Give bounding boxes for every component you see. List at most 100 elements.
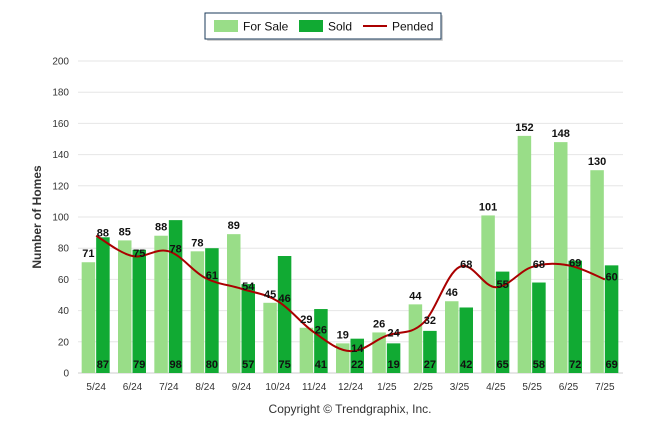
label-pended: 88 <box>97 228 109 240</box>
label-sold: 75 <box>278 359 290 371</box>
label-sold: 72 <box>569 359 581 371</box>
x-tick-label: 1/25 <box>377 382 397 393</box>
label-for-sale: 89 <box>228 220 240 232</box>
label-pended: 55 <box>496 279 508 291</box>
label-pended: 60 <box>605 271 617 283</box>
label-sold: 19 <box>387 359 399 371</box>
x-tick-label: 8/24 <box>195 382 215 393</box>
label-sold: 42 <box>460 359 472 371</box>
label-for-sale: 45 <box>264 289 276 301</box>
label-for-sale: 88 <box>155 222 167 234</box>
x-axis-ticks: 5/24 6/24 7/24 8/24 9/24 10/24 11/24 12/24 1/25 2… <box>86 382 615 393</box>
label-pended: 26 <box>315 324 327 336</box>
bar-sold <box>495 271 510 373</box>
label-pended: 54 <box>242 281 255 293</box>
label-for-sale: 44 <box>409 290 422 302</box>
bar-sold <box>423 330 437 373</box>
label-sold: 27 <box>424 359 436 371</box>
legend-swatch <box>214 20 238 32</box>
label-sold: 57 <box>242 359 254 371</box>
y-tick-label: 180 <box>52 88 69 99</box>
label-pended: 69 <box>569 257 581 269</box>
x-tick-label: 11/24 <box>302 382 327 393</box>
x-tick-label: 7/25 <box>595 382 615 393</box>
label-pended: 14 <box>351 343 364 355</box>
x-tick-label: 6/24 <box>123 382 143 393</box>
label-pended: 75 <box>133 248 145 260</box>
bar-sold <box>568 260 582 373</box>
bar-sold <box>241 284 255 373</box>
label-pended: 24 <box>387 328 400 340</box>
label-sold: 41 <box>315 359 327 371</box>
copyright-text: Copyright © Trendgraphix, Inc. <box>269 402 432 416</box>
bar-sold <box>205 248 219 373</box>
x-tick-label: 6/25 <box>559 382 579 393</box>
label-sold: 79 <box>133 359 145 371</box>
label-for-sale: 29 <box>300 314 312 326</box>
label-pended: 68 <box>533 259 545 271</box>
bar-for-sale <box>154 235 168 373</box>
bar-sold <box>277 256 292 373</box>
label-sold: 22 <box>351 359 363 371</box>
x-tick-label: 5/25 <box>522 382 542 393</box>
x-tick-label: 12/24 <box>338 382 363 393</box>
bar-for-sale <box>118 240 132 373</box>
bar-sold <box>168 220 183 373</box>
label-for-sale: 78 <box>191 237 203 249</box>
x-tick-label: 2/25 <box>413 382 433 393</box>
pended-line-group <box>95 234 606 353</box>
label-for-sale: 26 <box>373 318 385 330</box>
label-for-sale: 148 <box>552 128 570 140</box>
label-pended: 32 <box>424 315 436 327</box>
legend-swatch <box>299 20 323 32</box>
x-tick-label: 7/24 <box>159 382 179 393</box>
x-tick-label: 9/24 <box>232 382 252 393</box>
label-pended: 78 <box>169 243 181 255</box>
bar-for-sale <box>372 332 386 373</box>
bar-sold <box>604 265 619 373</box>
bar-for-sale <box>227 234 241 373</box>
bar-for-sale <box>263 302 277 373</box>
data-labels: 71 87 88 85 79 75 88 98 78 78 80 61 89 57 54 45 75 46 29 41… <box>82 122 617 371</box>
label-pended: 46 <box>278 293 290 305</box>
y-tick-label: 0 <box>63 369 69 380</box>
y-tick-label: 40 <box>58 306 70 317</box>
x-tick-label: 10/24 <box>265 382 290 393</box>
bar-for-sale <box>481 215 495 373</box>
y-tick-label: 120 <box>52 181 69 192</box>
y-axis-title: Number of Homes <box>30 165 44 269</box>
bar-for-sale <box>517 135 532 373</box>
label-sold: 65 <box>496 359 508 371</box>
y-tick-label: 20 <box>58 337 70 348</box>
label-for-sale: 19 <box>337 329 349 341</box>
bar-for-sale <box>445 301 459 373</box>
pended-line <box>95 234 606 353</box>
label-sold: 69 <box>605 359 617 371</box>
y-tick-label: 100 <box>52 213 69 224</box>
label-sold: 80 <box>206 359 218 371</box>
label-for-sale: 130 <box>588 156 606 168</box>
bar-sold <box>314 309 328 373</box>
x-tick-label: 4/25 <box>486 382 506 393</box>
bar-for-sale <box>190 251 205 373</box>
label-for-sale: 152 <box>515 122 533 134</box>
bar-sold <box>532 282 546 373</box>
bar-sold <box>386 343 401 373</box>
legend: For Sale Sold Pended <box>204 12 443 41</box>
y-tick-label: 80 <box>58 244 70 255</box>
label-pended: 61 <box>206 270 218 282</box>
x-tick-label: 5/24 <box>86 382 106 393</box>
legend-label: For Sale <box>243 20 289 34</box>
label-for-sale: 101 <box>479 201 497 213</box>
bar-for-sale <box>408 304 423 373</box>
legend-label: Sold <box>328 20 352 34</box>
label-pended: 68 <box>460 259 472 271</box>
bar-sold <box>132 249 146 373</box>
bar-sold <box>96 237 110 373</box>
label-for-sale: 85 <box>119 226 131 238</box>
x-tick-label: 3/25 <box>450 382 470 393</box>
y-tick-label: 140 <box>52 150 69 161</box>
label-sold: 58 <box>533 359 545 371</box>
bar-sold <box>459 307 473 373</box>
